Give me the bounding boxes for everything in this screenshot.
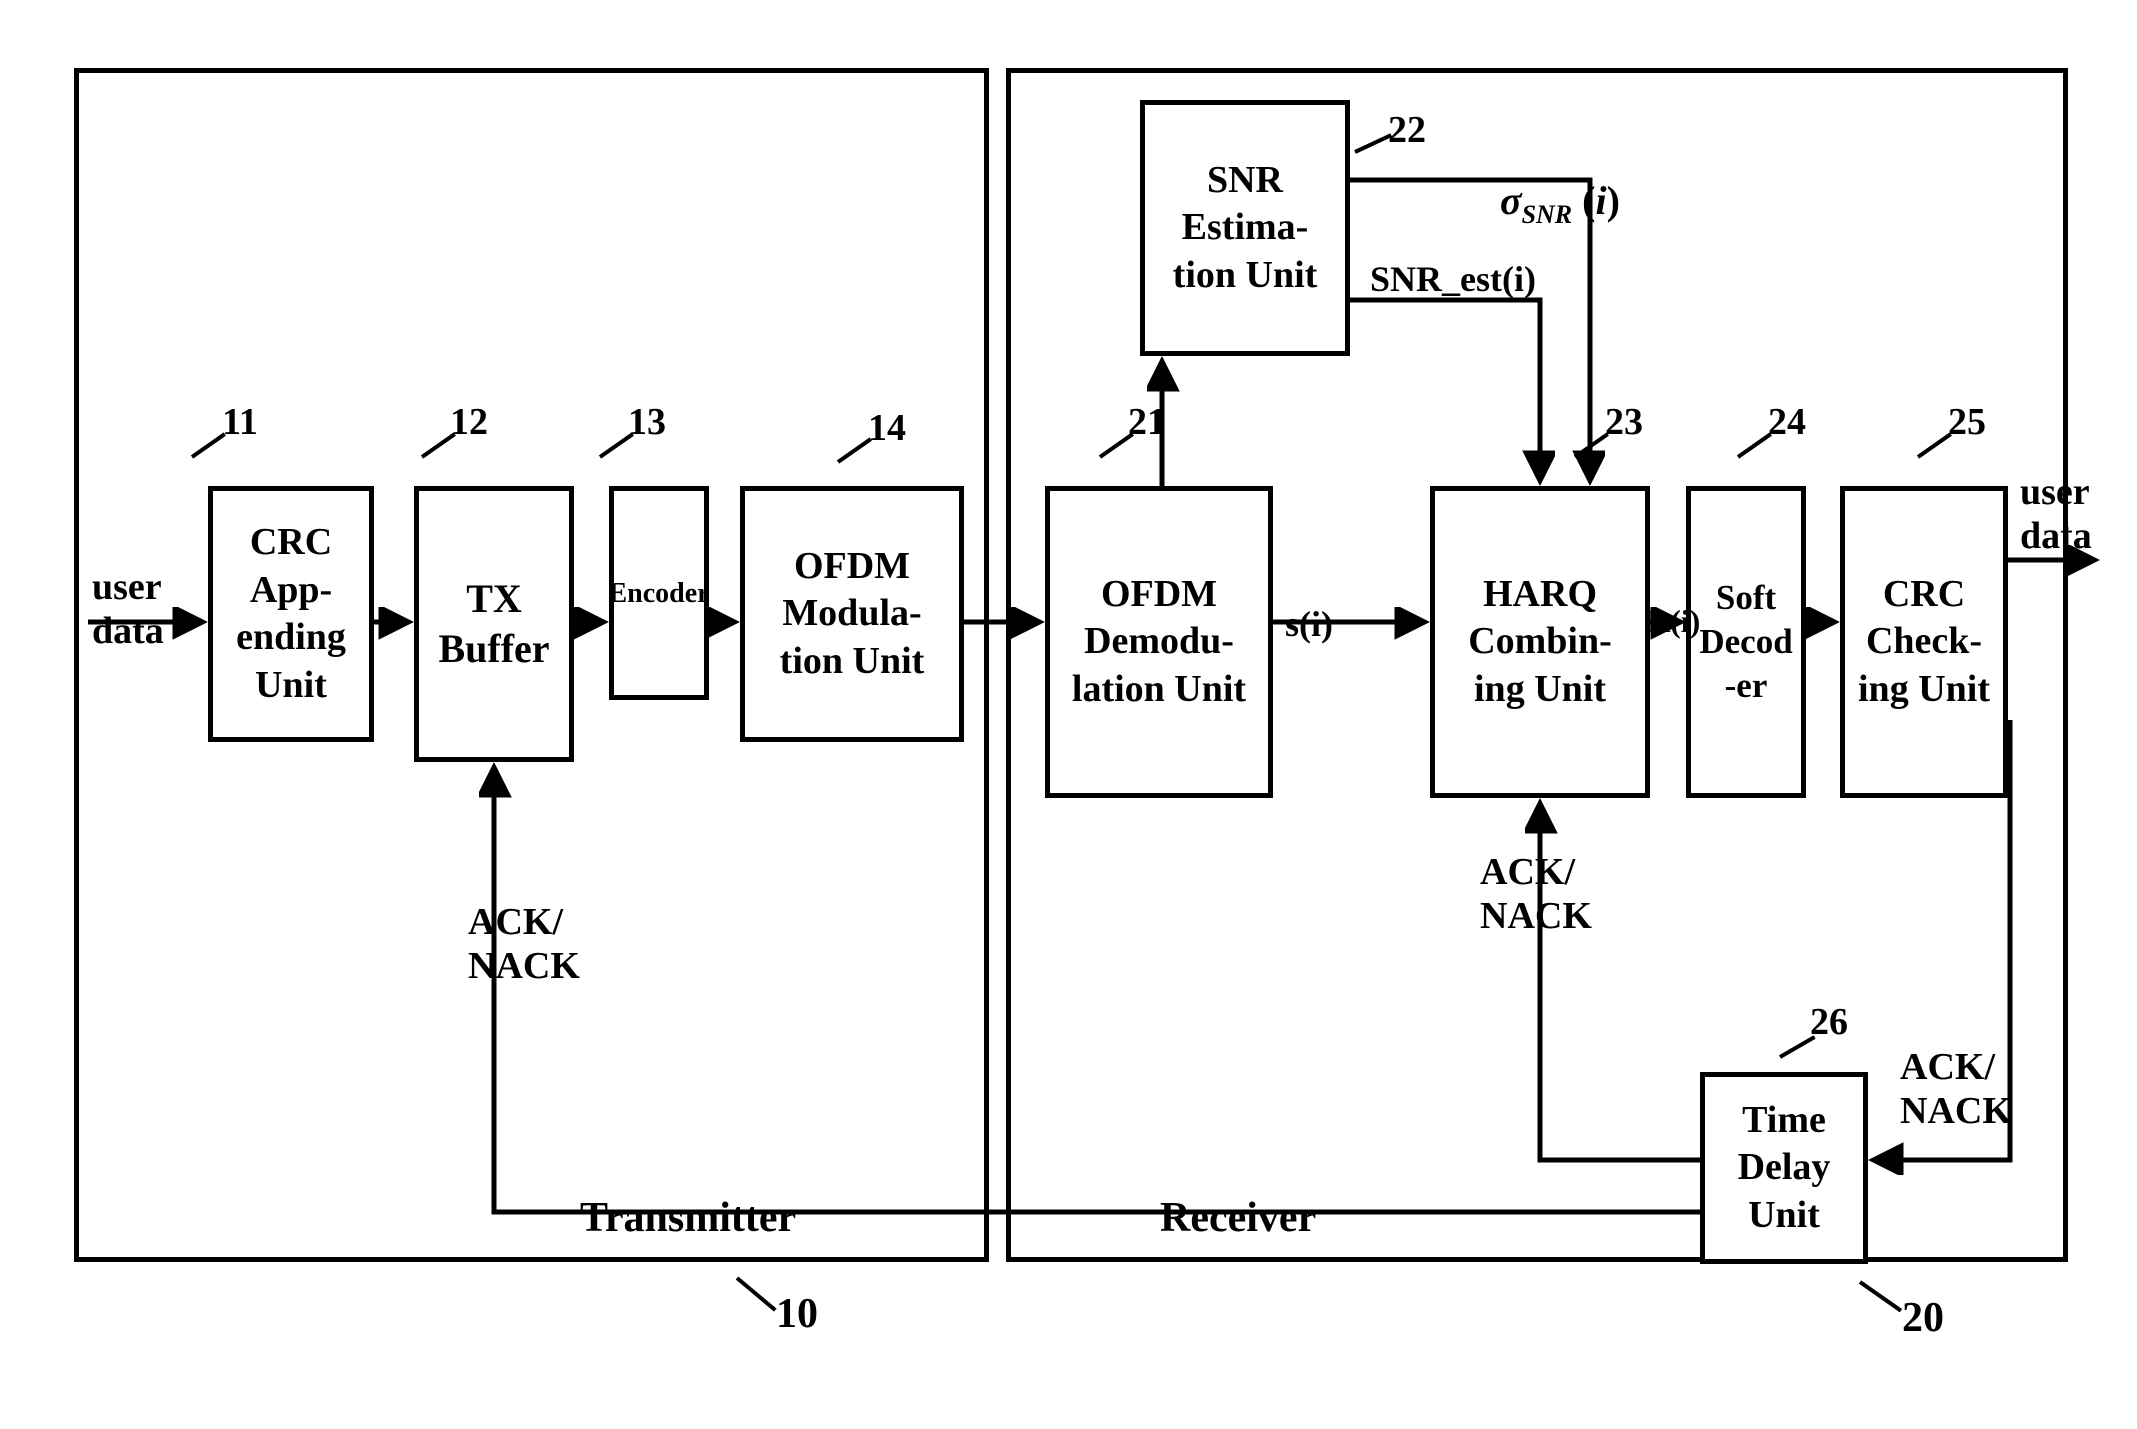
ack-nack-rx1-label: ACK/ NACK: [1480, 850, 1592, 938]
ref-23: 23: [1605, 400, 1643, 444]
ref-26: 26: [1810, 1000, 1848, 1044]
ack-nack-rx2-label: ACK/ NACK: [1900, 1045, 2012, 1133]
ref-11: 11: [222, 400, 258, 444]
sigma-snr-label: σSNR (i): [1500, 130, 1620, 230]
transmitter-title: Transmitter: [580, 1194, 796, 1242]
user-data-out-label: user data: [2020, 470, 2092, 558]
ofdm-demod-box: OFDM Demodu- lation Unit: [1045, 486, 1273, 798]
ref-21: 21: [1128, 400, 1166, 444]
ref-14: 14: [868, 406, 906, 450]
ofdm-mod-box: OFDM Modula- tion Unit: [740, 486, 964, 742]
ref-25: 25: [1948, 400, 1986, 444]
r-i-label: R(i): [1647, 603, 1700, 640]
tx-buffer-box: TX Buffer: [414, 486, 574, 762]
user-data-in-label: user data: [92, 565, 164, 653]
crc-check-box: CRC Check- ing Unit: [1840, 486, 2008, 798]
crc-append-box: CRC App- ending Unit: [208, 486, 374, 742]
snr-est-i-label: SNR_est(i): [1370, 258, 1536, 300]
ref-13: 13: [628, 400, 666, 444]
ref-10: 10: [776, 1290, 818, 1338]
s-i-label: s(i): [1285, 603, 1333, 645]
harq-box: HARQ Combin- ing Unit: [1430, 486, 1650, 798]
ref-24: 24: [1768, 400, 1806, 444]
encoder-box: Encoder: [609, 486, 709, 700]
ref-20: 20: [1902, 1294, 1944, 1342]
ref-12: 12: [450, 400, 488, 444]
ref-tick: [736, 1276, 777, 1311]
time-delay-box: Time Delay Unit: [1700, 1072, 1868, 1264]
snr-est-box: SNR Estima- tion Unit: [1140, 100, 1350, 356]
soft-decoder-box: Soft Decod -er: [1686, 486, 1806, 798]
ref-tick: [1859, 1280, 1902, 1312]
receiver-title: Receiver: [1160, 1194, 1316, 1242]
ref-22: 22: [1388, 108, 1426, 152]
ack-nack-tx-label: ACK/ NACK: [468, 900, 580, 988]
